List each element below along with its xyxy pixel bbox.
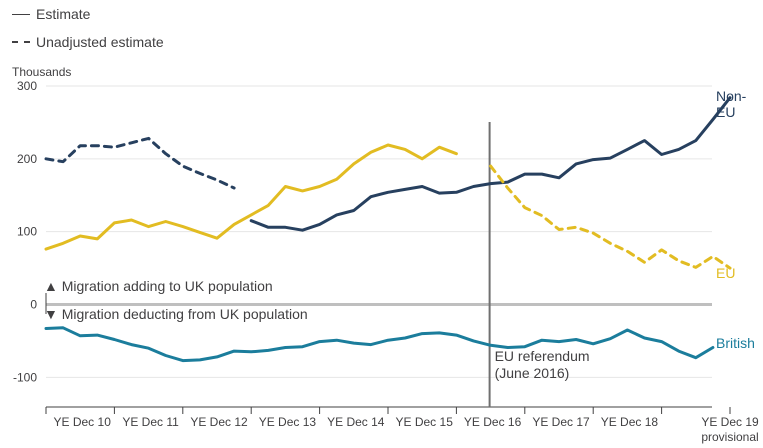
chart-labels: 300 200 100 0 -100 Thousands YE Dec 10 YE Dec 1… bbox=[12, 65, 759, 444]
x-tick-label: YE Dec 18 bbox=[601, 415, 659, 429]
y-axis-title: Thousands bbox=[12, 65, 71, 79]
series-line-british bbox=[44, 326, 715, 363]
y-tick-label: 100 bbox=[17, 225, 37, 239]
axes bbox=[45, 293, 731, 414]
series-label-non-eu-cont: EU bbox=[716, 104, 735, 120]
x-tick-label: YE Dec 12 bbox=[190, 415, 248, 429]
x-tick-label: YE Dec 10 bbox=[54, 415, 112, 429]
x-tick-label: YE Dec 16 bbox=[464, 415, 522, 429]
legend-estimate: Estimate bbox=[12, 6, 90, 22]
x-tick-label: YE Dec 13 bbox=[259, 415, 317, 429]
series-line-non-eu bbox=[249, 96, 732, 232]
series-label-eu: EU bbox=[716, 265, 735, 281]
event-label-date: (June 2016) bbox=[495, 365, 570, 381]
migration-deducting-annotation: ▼ Migration deducting from UK population bbox=[44, 306, 308, 322]
x-tick-label: YE Dec 19 bbox=[701, 415, 759, 429]
event-label: EU referendum bbox=[495, 348, 590, 364]
legend-unadjusted-label: Unadjusted estimate bbox=[36, 34, 164, 50]
x-tick-label: YE Dec 15 bbox=[396, 415, 454, 429]
y-tick-label: 200 bbox=[17, 152, 37, 166]
series-label-british: British bbox=[716, 335, 755, 351]
gridlines bbox=[46, 85, 712, 378]
migration-adding-annotation: ▲ Migration adding to UK population bbox=[44, 278, 273, 294]
series-label-non-eu: Non- bbox=[716, 88, 747, 104]
dashed-line-swatch-icon bbox=[12, 41, 30, 43]
x-tick-label: YE Dec 11 bbox=[122, 415, 179, 429]
x-tick-label: YE Dec 14 bbox=[327, 415, 385, 429]
y-tick-label: 0 bbox=[30, 298, 37, 312]
y-tick-label: -100 bbox=[13, 370, 37, 384]
series-line-non-eu bbox=[44, 136, 236, 190]
legend-estimate-label: Estimate bbox=[36, 6, 91, 22]
series-line-eu bbox=[489, 164, 732, 270]
legend-unadjusted-estimate: Unadjusted estimate bbox=[12, 34, 164, 50]
series-lines bbox=[44, 96, 732, 407]
series-line-eu bbox=[44, 143, 458, 251]
x-tick-label: YE Dec 17 bbox=[532, 415, 590, 429]
y-tick-label: 300 bbox=[17, 79, 37, 93]
x-tick-label-sub: provisional bbox=[701, 430, 758, 444]
solid-line-swatch-icon bbox=[12, 13, 30, 15]
